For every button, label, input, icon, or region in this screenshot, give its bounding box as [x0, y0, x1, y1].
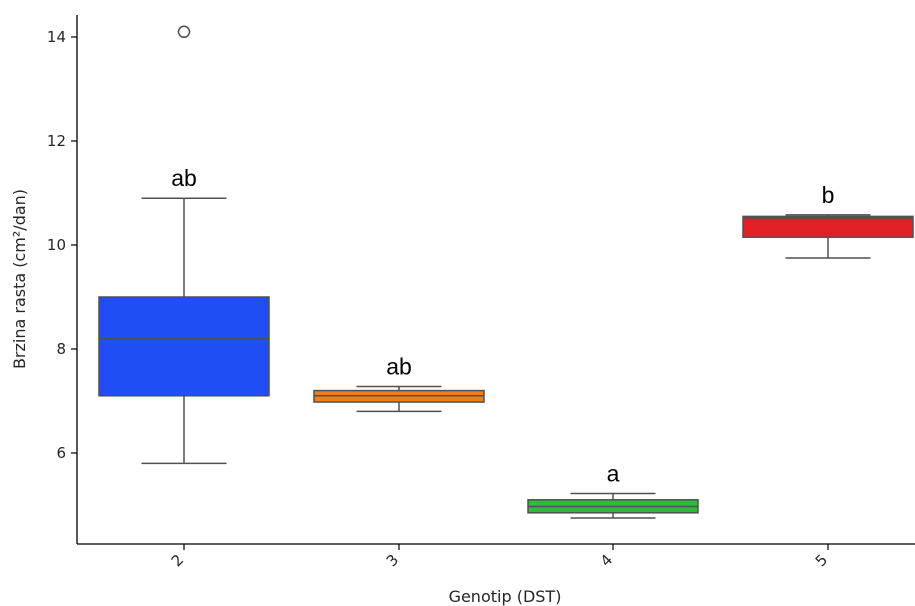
x-tick-label: 3 [383, 551, 402, 570]
significance-label: a [607, 461, 620, 487]
box-group-3: ab [313, 353, 485, 413]
outlier-point [177, 25, 191, 39]
box-group-5: b [742, 182, 914, 259]
y-tick-label: 6 [56, 444, 66, 462]
box-group-4: a [527, 461, 699, 519]
y-tick-label: 8 [56, 340, 66, 358]
box-iqr [98, 296, 270, 397]
significance-label: ab [171, 165, 197, 191]
significance-label: ab [386, 353, 412, 379]
box-group-2: ab [98, 25, 270, 465]
x-tick-label: 4 [597, 551, 616, 570]
y-tick-label: 10 [47, 236, 66, 254]
significance-label: b [822, 182, 835, 208]
x-axis-title: Genotip (DST) [449, 587, 562, 606]
x-tick-label: 2 [168, 551, 187, 570]
y-axis-title: Brzina rasta (cm²/dan) [10, 189, 29, 369]
y-tick-label: 12 [47, 132, 66, 150]
box-iqr [742, 215, 914, 238]
y-tick-label: 14 [47, 28, 66, 46]
x-tick-label: 5 [812, 551, 831, 570]
